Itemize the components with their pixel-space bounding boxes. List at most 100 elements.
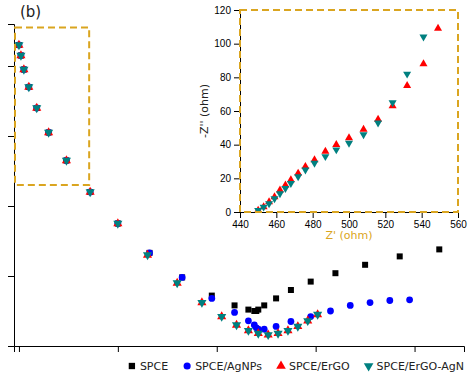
title: (b): [20, 3, 41, 21]
inset-y-axis-tick: 60: [220, 106, 240, 117]
legend-item: SPCE/AgNPs: [184, 360, 263, 373]
point: [208, 295, 215, 302]
inset-x-axis-tick-label: 540: [414, 219, 431, 230]
y-axis-tick: [8, 136, 14, 137]
inset-x-axis-tick-label: 520: [377, 219, 394, 230]
point: [345, 141, 353, 148]
inset-x-axis-tick-mark: [385, 212, 386, 218]
legend-item: SPCE: [129, 360, 168, 373]
inset-x-axis-tick: 520: [377, 212, 394, 230]
point: [434, 24, 442, 31]
point: [360, 132, 368, 139]
inset-y-axis-tick-label: 40: [220, 139, 232, 150]
inset-x-axis-tick: 460: [268, 212, 285, 230]
inset-y-axis-tick: 20: [220, 173, 240, 184]
point: [389, 100, 397, 107]
series: [254, 24, 442, 212]
y-axis-tick-mark: [8, 136, 14, 137]
point: [245, 307, 251, 313]
x-axis-tick-mark: [217, 346, 218, 352]
point: [293, 324, 302, 332]
point: [283, 328, 292, 336]
inset-x-axis-title: Z' (ohm): [325, 229, 372, 242]
x-axis-line: [15, 347, 465, 353]
y-axis-tick: [8, 66, 14, 67]
x-axis-tick-mark: [415, 346, 416, 352]
x-axis-tick: [415, 346, 416, 352]
point: [321, 147, 329, 154]
point: [244, 328, 253, 336]
point: [231, 309, 238, 316]
legend: SPCE SPCE/AgNPs SPCE/ErGO SPCE/ErGO-AgN: [129, 360, 464, 373]
point: [261, 302, 267, 308]
point: [16, 53, 25, 61]
y-axis-tick: [8, 346, 14, 347]
inset-y-axis-title: -Z'' (ohm): [198, 84, 211, 138]
point: [24, 84, 33, 92]
point: [255, 307, 261, 313]
x-axis-tick: [19, 346, 20, 352]
inset-y-axis-tick: 0: [225, 207, 240, 218]
point: [143, 252, 152, 260]
inset-y-axis-tick-mark: [234, 212, 240, 213]
point: [265, 201, 273, 208]
x-axis: [15, 346, 465, 352]
inset-x-axis-tick: 480: [305, 212, 322, 230]
point: [179, 274, 185, 280]
point: [274, 331, 283, 339]
y-axis-tick: [8, 206, 14, 207]
legend-marker: [364, 363, 374, 371]
point: [310, 161, 318, 168]
legend-item: SPCE/ErGO: [276, 360, 350, 373]
point: [197, 300, 206, 308]
highlight-region: [15, 28, 89, 186]
legend-marker: [276, 360, 286, 368]
inset-frame: [240, 10, 458, 212]
point: [281, 186, 289, 193]
inset-x-axis-tick-label: 560: [450, 219, 467, 230]
point: [273, 323, 280, 330]
point: [294, 174, 302, 181]
point: [19, 67, 28, 75]
point: [419, 35, 427, 42]
y-axis-tick-mark: [8, 276, 14, 277]
legend-marker: [184, 362, 191, 369]
point: [245, 317, 252, 324]
legend-label: SPCE/ErGO-AgN: [377, 360, 464, 373]
inset-y-axis-tick-label: 120: [214, 5, 231, 16]
point: [44, 130, 53, 138]
y-axis-tick-mark: [8, 66, 14, 67]
inset-y-axis-tick-label: 100: [214, 38, 231, 49]
legend-marker: [129, 363, 135, 369]
point: [362, 262, 368, 268]
inset-y-axis-tick-label: 80: [220, 72, 232, 83]
inset-background: [196, 2, 470, 242]
point: [313, 312, 322, 320]
inset-x-axis: 440460480500520540560: [232, 212, 467, 230]
point: [332, 270, 338, 276]
point: [276, 191, 284, 198]
point: [287, 181, 295, 188]
point: [386, 297, 393, 304]
y-axis-tick-mark: [8, 206, 14, 207]
point: [360, 125, 368, 132]
point: [436, 246, 442, 252]
y-axis-line: [8, 25, 15, 347]
point: [419, 59, 427, 66]
point: [288, 318, 295, 325]
point: [397, 253, 403, 259]
legend-label: SPCE: [140, 360, 168, 373]
inset-y-axis-tick-label: 20: [220, 173, 232, 184]
point: [173, 280, 182, 288]
inset-x-axis-line: [241, 213, 459, 219]
point: [345, 133, 353, 140]
inset-x-axis-tick: 560: [450, 212, 467, 230]
point: [179, 274, 186, 281]
point: [232, 302, 238, 308]
inset-plot-area: [254, 24, 442, 212]
x-axis-tick: [118, 346, 119, 352]
point: [32, 105, 41, 113]
point: [303, 318, 312, 326]
point: [217, 314, 226, 322]
inset-y-axis-tick-label: 60: [220, 106, 232, 117]
